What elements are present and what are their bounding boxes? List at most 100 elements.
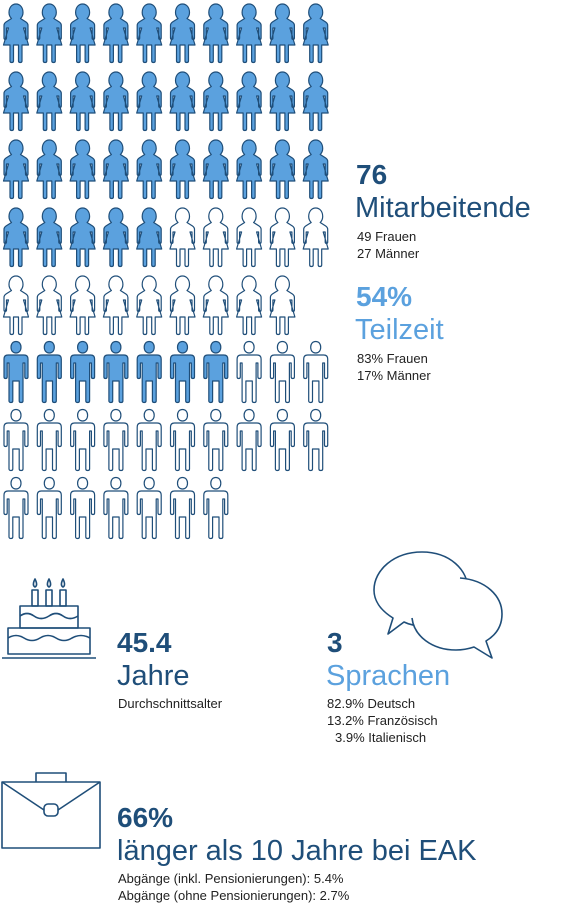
woman-icon: [102, 275, 130, 336]
parttime-women: 83% Frauen: [357, 351, 428, 366]
woman-icon: [136, 139, 163, 200]
man-icon: [269, 340, 295, 404]
woman-icon: [69, 207, 96, 268]
woman-icon: [202, 71, 229, 132]
woman-icon: [136, 275, 163, 336]
language-item-italian: 3.9% Italienisch: [335, 730, 427, 745]
woman-icon: [302, 207, 329, 268]
man-icon: [203, 476, 229, 540]
woman-icon: [269, 3, 296, 64]
woman-icon: [202, 207, 229, 268]
woman-icon: [236, 71, 263, 132]
age-value: 45.4: [117, 627, 172, 658]
man-icon: [303, 340, 329, 404]
language-item-french: 13.2% Französisch: [327, 713, 438, 728]
age-label: Jahre: [117, 660, 190, 692]
woman-icon: [69, 3, 96, 64]
woman-icon: [2, 275, 30, 336]
woman-icon: [169, 3, 196, 64]
woman-icon: [102, 3, 130, 64]
woman-icon: [169, 207, 196, 268]
briefcase-icon: [1, 772, 101, 849]
woman-icon: [102, 71, 130, 132]
woman-icon: [202, 3, 229, 64]
man-icon: [69, 340, 96, 404]
tenure-label: länger als 10 Jahre bei EAK: [117, 835, 477, 867]
woman-icon: [36, 3, 63, 64]
employees-count: 76: [356, 159, 388, 190]
man-icon: [103, 476, 129, 540]
woman-icon: [236, 275, 263, 336]
woman-icon: [169, 275, 196, 336]
woman-icon: [136, 207, 163, 268]
man-icon: [269, 408, 295, 472]
man-icon: [36, 476, 62, 540]
man-icon: [36, 340, 62, 404]
man-icon: [136, 476, 162, 540]
woman-icon: [2, 71, 30, 132]
man-icon: [203, 340, 229, 404]
woman-icon: [269, 139, 296, 200]
birthday-cake-icon: [2, 578, 96, 659]
man-icon: [103, 408, 129, 472]
man-icon: [3, 340, 29, 404]
woman-icon: [169, 139, 196, 200]
man-icon: [69, 476, 96, 540]
man-icon: [103, 340, 129, 404]
man-icon: [236, 340, 262, 404]
woman-icon: [169, 71, 196, 132]
languages-label: Sprachen: [326, 660, 451, 692]
woman-icon: [36, 139, 63, 200]
woman-icon: [136, 71, 163, 132]
man-icon: [69, 408, 96, 472]
woman-icon: [236, 207, 263, 268]
man-icon: [136, 340, 162, 404]
woman-icon: [36, 207, 63, 268]
parttime-label: Teilzeit: [355, 314, 444, 346]
woman-icon: [2, 3, 30, 64]
woman-icon: [202, 139, 229, 200]
woman-icon: [102, 207, 130, 268]
woman-icon: [269, 207, 296, 268]
woman-icon: [269, 275, 296, 336]
woman-icon: [102, 139, 130, 200]
employees-label: Mitarbeitende: [355, 192, 531, 224]
man-icon: [203, 408, 229, 472]
woman-icon: [136, 3, 163, 64]
employees-men: 27 Männer: [357, 246, 420, 261]
man-icon: [3, 408, 29, 472]
man-icon: [3, 476, 29, 540]
man-icon: [136, 408, 162, 472]
woman-icon: [302, 71, 329, 132]
age-subtitle: Durchschnittsalter: [118, 696, 223, 711]
woman-icon: [269, 71, 296, 132]
man-icon: [169, 340, 196, 404]
parttime-percent: 54%: [356, 281, 413, 312]
tenure-percent: 66%: [117, 802, 174, 833]
departures-excl-retirements: Abgänge (ohne Pensionierungen): 2.7%: [118, 888, 350, 903]
departures-incl-retirements: Abgänge (inkl. Pensionierungen): 5.4%: [118, 871, 344, 886]
woman-icon: [2, 139, 30, 200]
languages-count: 3: [327, 627, 343, 658]
woman-icon: [2, 207, 30, 268]
woman-icon: [69, 139, 96, 200]
employees-women: 49 Frauen: [357, 229, 417, 244]
woman-icon: [36, 71, 63, 132]
man-icon: [169, 476, 196, 540]
woman-icon: [69, 71, 96, 132]
man-icon: [36, 408, 62, 472]
man-icon: [303, 408, 329, 472]
speech-bubbles-icon: [373, 551, 503, 659]
woman-icon: [36, 275, 63, 336]
language-item-german: 82.9% Deutsch: [327, 696, 416, 711]
woman-icon: [302, 139, 329, 200]
woman-icon: [202, 275, 229, 336]
woman-icon: [236, 139, 263, 200]
parttime-men: 17% Männer: [357, 368, 431, 383]
man-icon: [169, 408, 196, 472]
people-pictogram: [2, 3, 329, 540]
woman-icon: [236, 3, 263, 64]
man-icon: [236, 408, 262, 472]
woman-icon: [302, 3, 329, 64]
woman-icon: [69, 275, 96, 336]
